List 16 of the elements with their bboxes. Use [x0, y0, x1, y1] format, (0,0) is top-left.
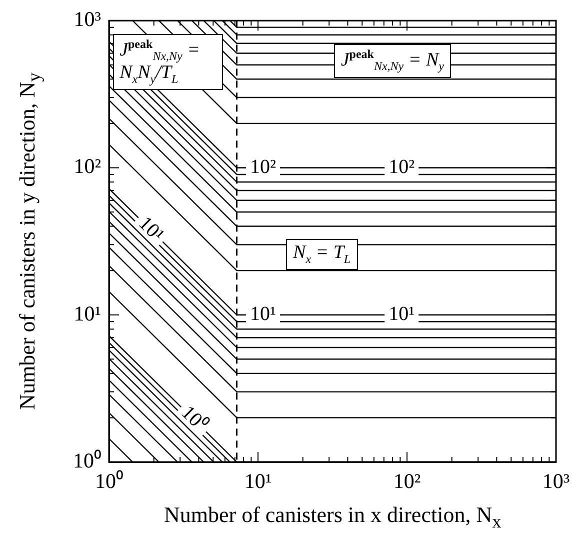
y-tick-label: 10³ — [74, 7, 101, 32]
x-tick-label: 10² — [393, 469, 421, 494]
x-axis-title: Number of canisters in x direction, N$_{x}$ — [164, 502, 502, 532]
annotation: 10¹ — [388, 303, 415, 326]
y-tick-label: 10² — [74, 154, 101, 178]
annotation: 10² — [388, 156, 415, 178]
annotation: 10¹ — [134, 212, 168, 246]
x-tick-label: 10³ — [542, 469, 570, 494]
y-tick-label: 10¹ — [74, 301, 101, 326]
annotation: 10¹ — [250, 303, 276, 326]
note-box: J$^{peak}$$_{Nx,Ny}$ = N$_{x}$N$_{y}$/T$_{L}$ — [112, 34, 223, 90]
annotation: 10⁰ — [176, 400, 212, 436]
annotation: 10² — [250, 156, 276, 178]
x-tick-label: 10¹ — [244, 469, 272, 494]
note-box: J$^{peak}$$_{Nx,Ny}$ = N$_{y}$ — [334, 44, 451, 78]
note-box: N$_{x}$ = T$_{L}$ — [286, 239, 358, 270]
